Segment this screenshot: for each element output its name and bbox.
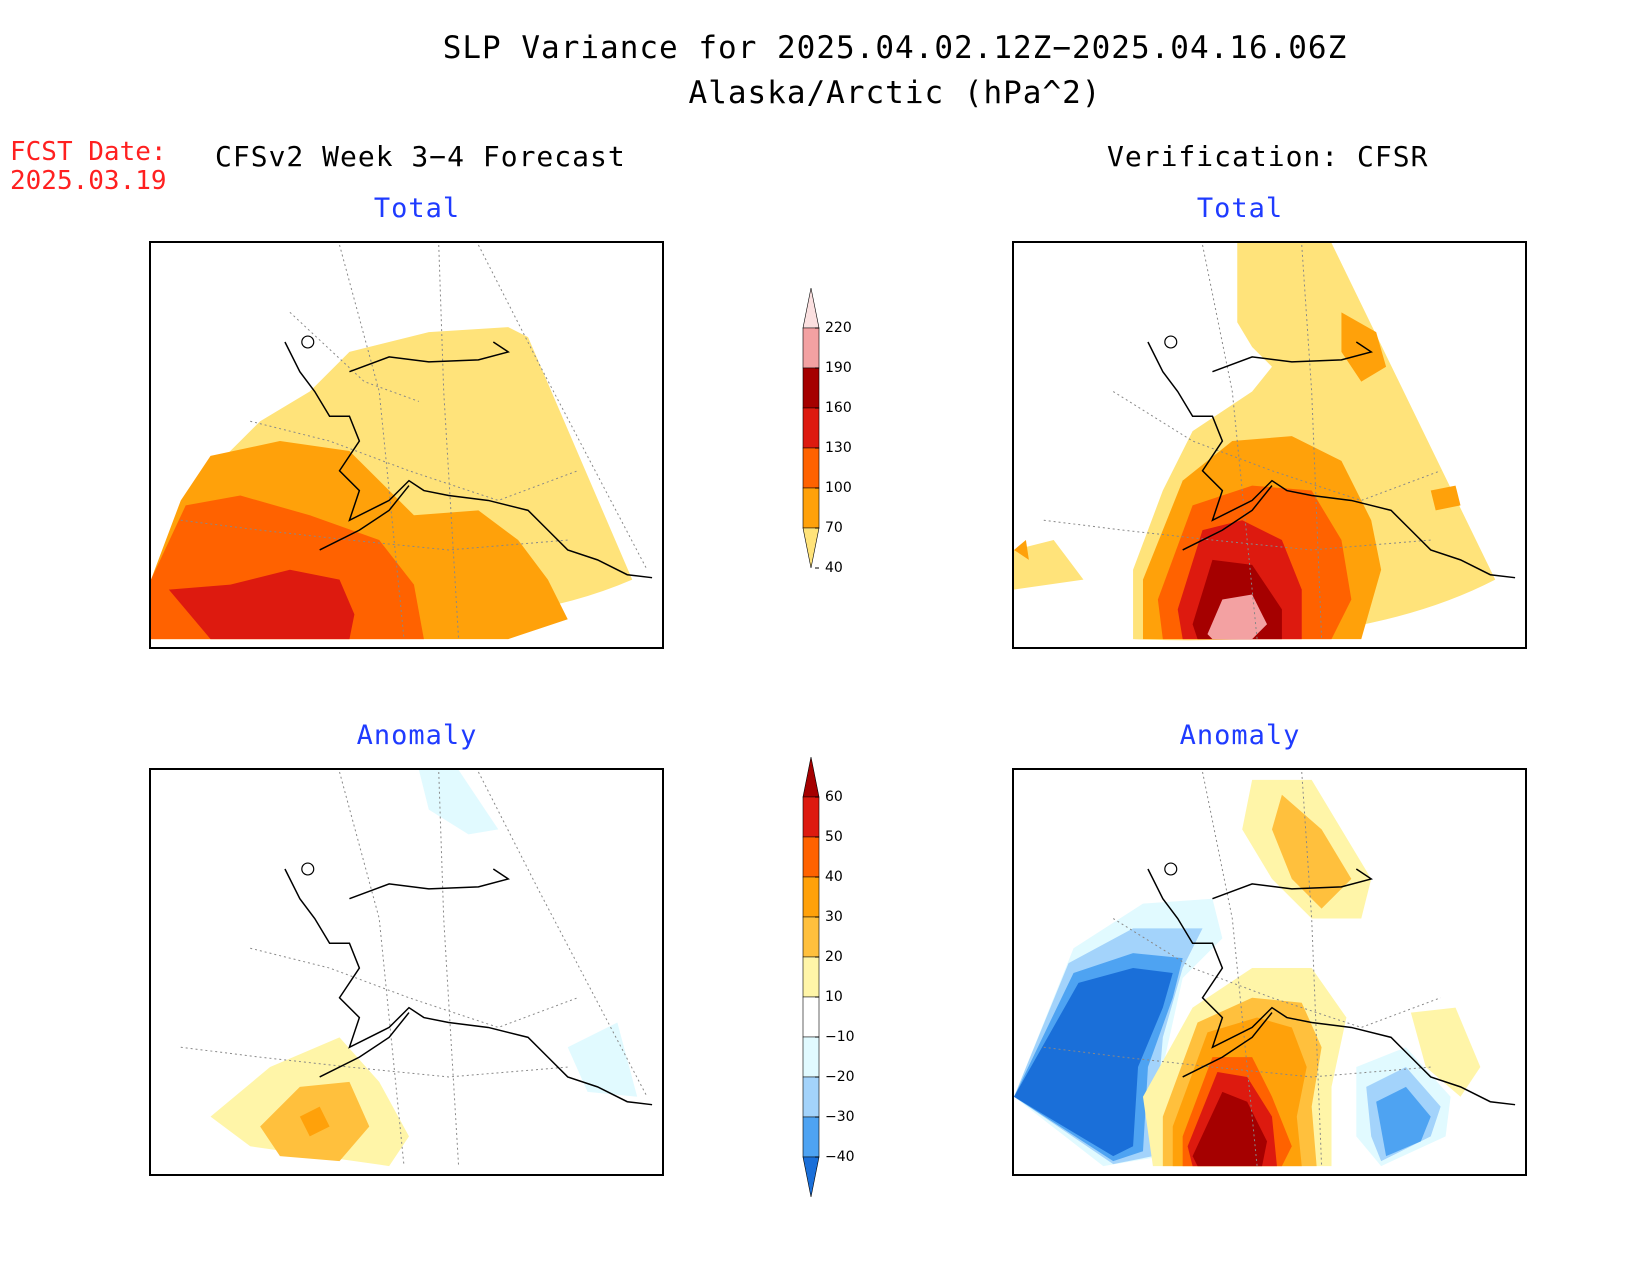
colorbar-label: 160 <box>825 400 852 416</box>
colorbar-label: 100 <box>825 480 852 496</box>
colorbar-segment <box>802 407 820 449</box>
colorbar-label: 220 <box>825 320 852 336</box>
colorbar-label: 190 <box>825 360 852 376</box>
colorbar-segment <box>802 1076 820 1118</box>
forecast-column-heading: CFSv2 Week 3−4 Forecast <box>215 140 626 173</box>
verification-column-heading: Verification: CFSR <box>1107 140 1429 173</box>
fcst-date-label: FCST Date: <box>10 137 167 167</box>
colorbar-segment <box>802 487 820 529</box>
colorbar-label: −10 <box>825 1029 855 1045</box>
colorbar-segment <box>802 756 820 798</box>
colorbar-label: 20 <box>825 949 843 965</box>
colorbar-segment <box>802 287 820 329</box>
colorbar-segment <box>802 796 820 838</box>
colorbar-label: −20 <box>825 1069 855 1085</box>
colorbar-label: −30 <box>825 1109 855 1125</box>
forecast-total-title: Total <box>373 193 461 224</box>
colorbar-label: 40 <box>825 560 843 576</box>
colorbar-label: 10 <box>825 989 843 1005</box>
colorbar-segment <box>802 956 820 998</box>
colorbar-segment <box>802 447 820 489</box>
forecast-anomaly-map <box>149 768 664 1176</box>
forecast-anomaly-title: Anomaly <box>356 720 478 751</box>
colorbar-label: 60 <box>825 789 843 805</box>
forecast-total-map <box>149 241 664 649</box>
verification-anomaly-map <box>1012 768 1527 1176</box>
colorbar-segment <box>802 876 820 918</box>
colorbar-label: 130 <box>825 440 852 456</box>
colorbar-segment <box>802 1036 820 1078</box>
colorbar-segment <box>802 327 820 369</box>
colorbar-segment <box>802 996 820 1038</box>
colorbar-segment <box>802 1116 820 1158</box>
chart-subtitle: Alaska/Arctic (hPa^2) <box>688 75 1102 111</box>
colorbar-svg <box>802 287 820 569</box>
verification-total-map <box>1012 241 1527 649</box>
colorbar-segment <box>802 527 820 569</box>
colorbar-segment <box>802 916 820 958</box>
colorbar-label: 40 <box>825 869 843 885</box>
fcst-date-value: 2025.03.19 <box>10 166 167 196</box>
colorbar-segment <box>802 836 820 878</box>
colorbar-segment <box>802 1156 820 1198</box>
chart-title: SLP Variance for 2025.04.02.12Z−2025.04.… <box>442 30 1348 66</box>
colorbar-label: −40 <box>825 1149 855 1165</box>
colorbar-svg <box>802 756 820 1198</box>
colorbar-label: 50 <box>825 829 843 845</box>
verification-total-title: Total <box>1196 193 1284 224</box>
colorbar-label: 70 <box>825 520 843 536</box>
verification-anomaly-title: Anomaly <box>1179 720 1301 751</box>
colorbar-segment <box>802 367 820 409</box>
colorbar-label: 30 <box>825 909 843 925</box>
